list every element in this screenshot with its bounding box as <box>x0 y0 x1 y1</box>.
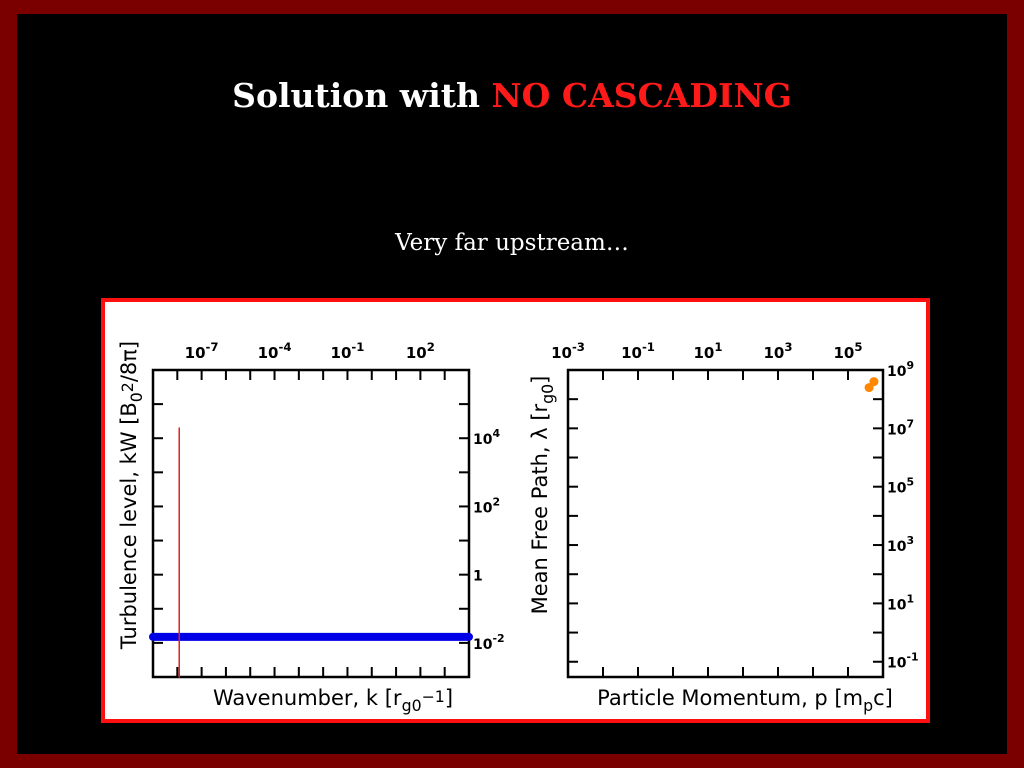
y-tick-label: 101 <box>887 592 914 613</box>
y-axis-title: Mean Free Path, λ [rg0] <box>528 376 557 615</box>
chart-panel-2 <box>566 368 885 679</box>
y-tick-label: 10-2 <box>473 632 505 653</box>
x-tick-label: 10-1 <box>331 340 365 362</box>
chart-panel-1 <box>149 368 473 679</box>
y-tick-label: 105 <box>887 476 914 497</box>
x-tick-label: 10-1 <box>621 340 655 362</box>
title-highlight: NO CASCADING <box>491 76 792 115</box>
data-point <box>864 383 874 393</box>
y-tick-label: 1 <box>473 569 483 585</box>
y-tick-label: 104 <box>473 427 500 448</box>
y-tick-label: 107 <box>887 417 914 438</box>
x-tick-label: 101 <box>693 340 722 362</box>
plot-frame <box>151 368 471 679</box>
x-tick-label: 10-4 <box>258 340 292 362</box>
x-tick-label: 102 <box>406 340 435 362</box>
title-main: Solution with <box>232 76 492 115</box>
figure-panel: 10-7 10-4 10-1 102 10-2 1 102 104 10-3 10-1 101 103… <box>101 298 930 723</box>
plot-frame <box>566 368 885 679</box>
y-tick-label: 102 <box>473 495 500 516</box>
x-tick-label: 103 <box>763 340 792 362</box>
slide-title: Solution with NO CASCADING <box>0 76 1024 115</box>
figure-svg: 10-7 10-4 10-1 102 10-2 1 102 104 10-3 10-1 101 103… <box>117 340 919 715</box>
y-tick-label: 103 <box>887 534 914 555</box>
y-tick-label: 109 <box>887 359 914 380</box>
data-point <box>869 377 879 387</box>
x-tick-label: 10-7 <box>185 340 219 362</box>
x-tick-label: 10-3 <box>551 340 585 362</box>
y-axis-title: Turbulence level, kW [B02/8π] <box>117 341 146 650</box>
x-axis-title: Wavenumber, k [rg0−1] <box>213 686 453 715</box>
y-tick-label: 10-1 <box>887 651 919 672</box>
slide-subtitle: Very far upstream… <box>395 230 629 256</box>
x-tick-label: 105 <box>833 340 862 362</box>
x-axis-title: Particle Momentum, p [mpc] <box>597 686 893 715</box>
